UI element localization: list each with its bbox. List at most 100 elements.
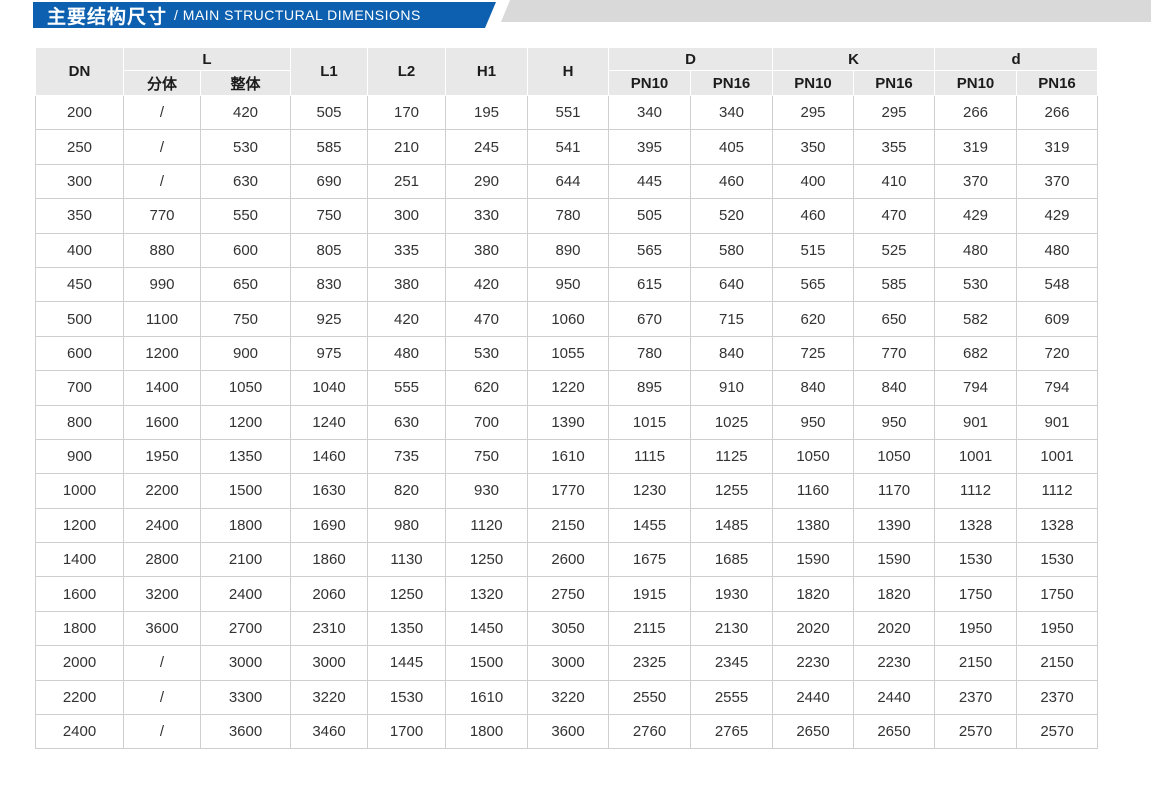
table-cell: 1230 <box>608 473 692 509</box>
table-cell: 700 <box>35 370 124 406</box>
table-cell: 2150 <box>527 507 610 544</box>
table-cell: 2115 <box>608 610 692 647</box>
table-cell: 900 <box>199 335 292 372</box>
table-cell: 3220 <box>290 679 369 716</box>
table-cell: 1255 <box>690 473 774 509</box>
table-cell: 505 <box>608 198 692 234</box>
table-cell: 895 <box>608 370 692 406</box>
table-row: 350 770 550 750 300 330 780 505 520 460 470 429 429 <box>35 198 1099 234</box>
section-title-zh: 主要结构尺寸 <box>47 6 168 28</box>
table-cell: 1380 <box>772 507 855 544</box>
col-header-h: H <box>527 47 610 96</box>
table-cell: 1060 <box>527 301 610 337</box>
header-decor-strip <box>501 0 1151 22</box>
table-cell: 195 <box>445 94 529 131</box>
table-cell: 2060 <box>290 576 369 612</box>
subheader-dlow-pn16: PN16 <box>1016 70 1099 96</box>
table-cell: 460 <box>772 198 855 234</box>
table-row: 1800 3600 2700 2310 1350 1450 3050 2115 2130 2020… <box>35 610 1099 647</box>
table-cell: 2000 <box>35 645 124 681</box>
table-cell: 650 <box>199 266 292 303</box>
table-cell: 525 <box>853 232 936 268</box>
table-cell: 1112 <box>1016 473 1099 509</box>
table-cell: 3000 <box>199 645 292 681</box>
table-cell: 410 <box>853 163 936 200</box>
col-header-l2: L2 <box>367 47 447 96</box>
table-cell: 480 <box>1016 232 1099 268</box>
table-cell: 770 <box>853 335 936 372</box>
col-header-dn: DN <box>35 47 124 96</box>
table-row: 2200/3300 3220 1530 1610 3220 2550 2555 2440 244… <box>35 679 1099 716</box>
table-cell: 580 <box>690 232 774 268</box>
table-cell: 880 <box>123 232 201 268</box>
table-cell: 480 <box>367 335 447 372</box>
table-cell: 2020 <box>772 610 855 647</box>
table-cell: 2150 <box>934 645 1018 681</box>
table-cell: 1820 <box>853 576 936 612</box>
table-cell: 620 <box>445 370 529 406</box>
table-cell: 2765 <box>690 714 774 750</box>
table-cell: 3220 <box>527 679 610 716</box>
table-cell: 1450 <box>445 610 529 647</box>
table-cell: 266 <box>934 94 1018 131</box>
table-cell: 470 <box>445 301 529 337</box>
table-cell: 1800 <box>445 714 529 750</box>
table-cell: 400 <box>772 163 855 200</box>
table-cell: 1770 <box>527 473 610 509</box>
table-row: 900 1950 1350 1460 735 750 1610 1115 1125 1050 105… <box>35 438 1099 475</box>
table-cell: 700 <box>445 404 529 440</box>
table-cell: 840 <box>772 370 855 406</box>
table-cell: 1685 <box>690 542 774 578</box>
table-cell: 319 <box>1016 129 1099 165</box>
table-cell: 650 <box>853 301 936 337</box>
table-cell: 1130 <box>367 542 447 578</box>
table-cell: 170 <box>367 94 447 131</box>
table-cell: 3200 <box>123 576 201 612</box>
table-cell: 515 <box>772 232 855 268</box>
table-cell: 950 <box>527 266 610 303</box>
table-cell: 1050 <box>199 370 292 406</box>
table-cell: 2370 <box>1016 679 1099 716</box>
table-cell: / <box>123 163 201 200</box>
table-cell: 1860 <box>290 542 369 578</box>
table-cell: 251 <box>367 163 447 200</box>
table-cell: 3600 <box>123 610 201 647</box>
table-row: 1200 2400 1800 1690 980 1120 2150 1455 1485 1380 1… <box>35 507 1099 544</box>
table-cell: 319 <box>934 129 1018 165</box>
table-cell: 405 <box>690 129 774 165</box>
table-cell: 1750 <box>1016 576 1099 612</box>
table-cell: 450 <box>35 266 124 303</box>
table-cell: 640 <box>690 266 774 303</box>
table-cell: 1590 <box>853 542 936 578</box>
table-cell: 925 <box>290 301 369 337</box>
table-cell: 541 <box>527 129 610 165</box>
table-cell: 1750 <box>934 576 1018 612</box>
table-cell: 1630 <box>290 473 369 509</box>
col-header-d-upper: D <box>608 47 774 71</box>
table-cell: 615 <box>608 266 692 303</box>
table-cell: 901 <box>934 404 1018 440</box>
table-cell: 400 <box>35 232 124 268</box>
table-cell: 2650 <box>772 714 855 750</box>
table-cell: / <box>123 94 201 131</box>
table-cell: 350 <box>35 198 124 234</box>
table-cell: 2345 <box>690 645 774 681</box>
table-cell: 2400 <box>123 507 201 544</box>
table-cell: 2440 <box>853 679 936 716</box>
table-cell: 2150 <box>1016 645 1099 681</box>
table-cell: 1220 <box>527 370 610 406</box>
table-cell: 630 <box>367 404 447 440</box>
table-cell: 1500 <box>445 645 529 681</box>
table-row: 200/420 505 170 195 551 340 340 295 295 266 266 <box>35 94 1099 131</box>
table-cell: 1320 <box>445 576 529 612</box>
table-cell: 355 <box>853 129 936 165</box>
table-cell: 2600 <box>527 542 610 578</box>
table-cell: 3300 <box>199 679 292 716</box>
table-cell: / <box>123 714 201 750</box>
table-cell: 1690 <box>290 507 369 544</box>
table-cell: 1455 <box>608 507 692 544</box>
table-cell: 690 <box>290 163 369 200</box>
table-cell: 820 <box>367 473 447 509</box>
table-cell: 2230 <box>772 645 855 681</box>
table-cell: 3000 <box>290 645 369 681</box>
